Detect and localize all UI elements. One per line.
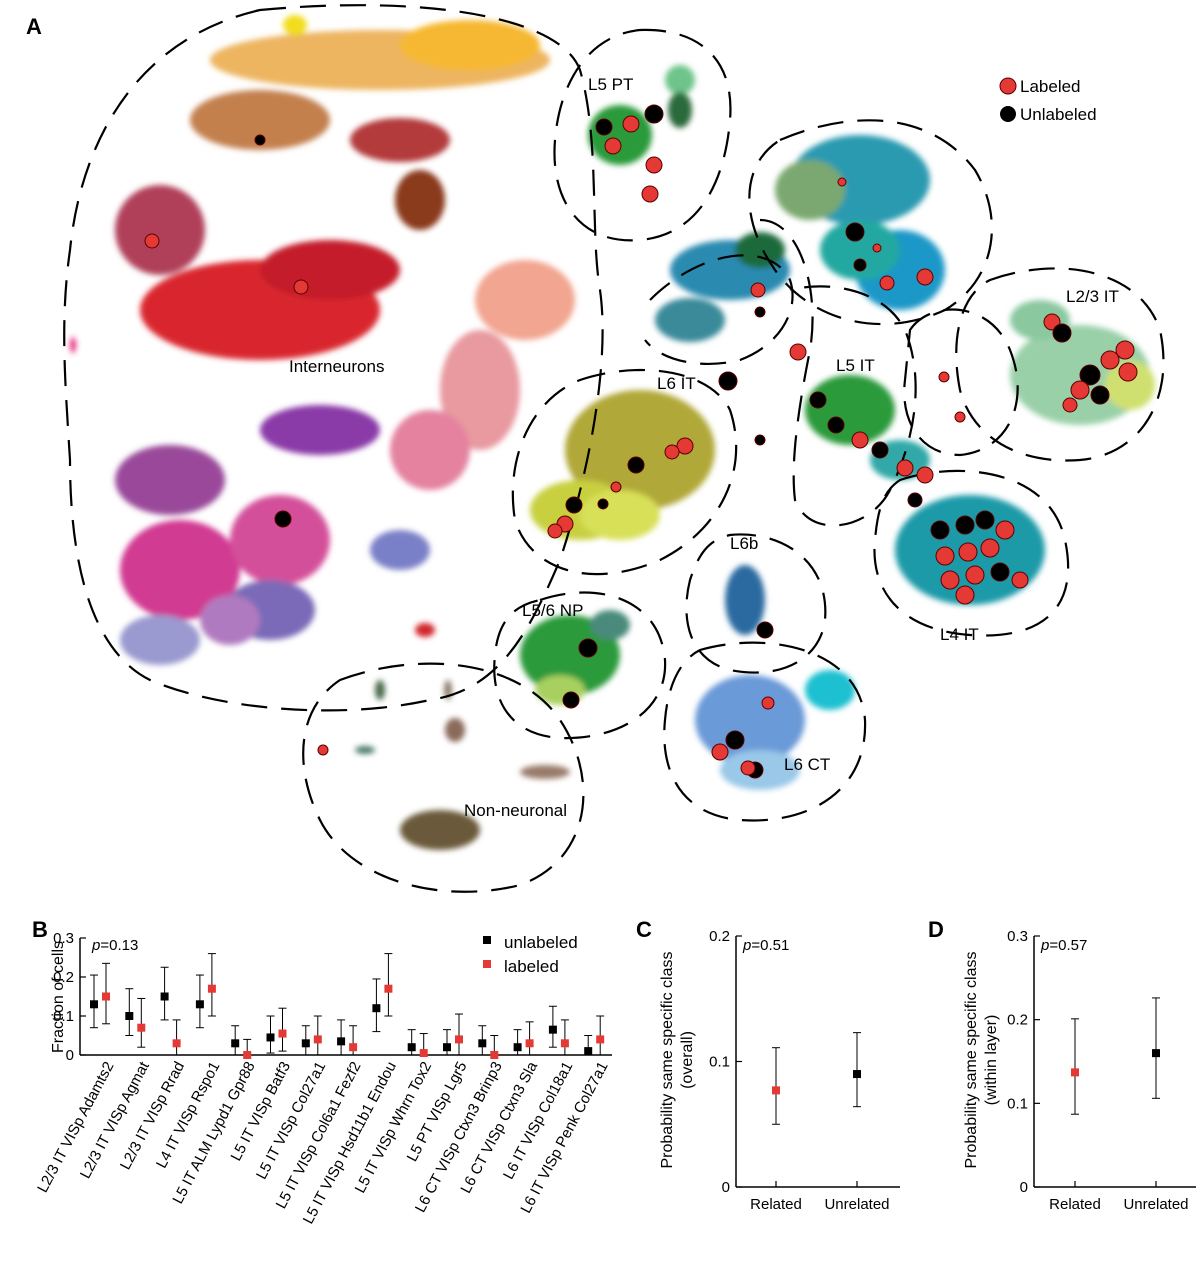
- panel-d-ylabel: Probability same specific class (within …: [963, 952, 1000, 1169]
- panel-d-ytick-label: 0.1: [1007, 1095, 1028, 1112]
- panel-b-labeled-point: [596, 1035, 605, 1044]
- panel-c-p-value: p=0.51: [742, 937, 789, 954]
- legend-label-labeled: Labeled: [1020, 77, 1081, 96]
- legend-marker-labeled: [999, 77, 1017, 95]
- panel-b-unlabeled-point: [407, 1043, 416, 1052]
- panel-d-axes: 0 0.1 0.2 0.3 Related Unrelated: [1007, 928, 1196, 1213]
- panel-b-labeled-point: [313, 1035, 322, 1044]
- panel-b-unlabeled-point: [90, 1000, 98, 1009]
- panel-d-xtick-label: Related: [1049, 1196, 1101, 1213]
- panel-c-ytick-label: 0.1: [709, 1054, 730, 1071]
- panel-c-unrelated-point: [853, 1070, 861, 1079]
- legend-marker-labeled-b: [483, 960, 491, 968]
- panel-b-unlabeled-point: [301, 1039, 310, 1048]
- panel-b-letter: B: [32, 917, 48, 942]
- panel-b-labeled-point: [349, 1043, 358, 1052]
- panel-d-ytick-label: 0.3: [1007, 928, 1028, 945]
- panel-b-labeled-point: [560, 1039, 569, 1048]
- panel-b-axes: 0 0.1 0.2 0.3: [53, 930, 612, 1064]
- panel-b-unlabeled-point: [372, 1004, 381, 1013]
- panel-a-legend: Labeled Unlabeled: [999, 77, 1097, 124]
- panel-c-marks: Related Unrelated: [750, 1032, 890, 1213]
- cluster-label-l6b: L6b: [730, 534, 758, 553]
- panel-b-unlabeled-point: [443, 1043, 451, 1052]
- panel-d-related-point: [1071, 1068, 1079, 1077]
- cluster-label-l6-ct: L6 CT: [784, 755, 830, 774]
- cluster-outlines: [63, 4, 1165, 893]
- cluster-label-non-neuronal: Non-neuronal: [464, 801, 567, 820]
- cluster-label-l56-np: L5/6 NP: [522, 601, 583, 620]
- panel-b: B 0 0.1 0.2 0.3 Fraction of cells p=0.13 un…: [32, 917, 612, 1227]
- panel-c-xtick-label: Related: [750, 1196, 802, 1213]
- panel-b-labeled-point: [243, 1051, 252, 1059]
- panel-d-ylabel-line1: Probability same specific class: [963, 952, 980, 1169]
- panel-d: D 0 0.1 0.2 0.3 Related Unrelated p=0.57 Prob…: [928, 917, 1196, 1213]
- panel-b-labeled-point: [419, 1049, 428, 1058]
- legend-label-unlabeled-b: unlabeled: [504, 933, 578, 952]
- panel-c-letter: C: [636, 917, 652, 942]
- legend-label-unlabeled: Unlabeled: [1020, 105, 1097, 124]
- panel-d-ylabel-line2: (within layer): [983, 1015, 1000, 1106]
- legend-marker-unlabeled-b: [483, 936, 491, 944]
- panel-c: C 0 0.1 0.2 p=0.51 Probability same specif…: [636, 917, 900, 1213]
- panel-d-ytick-label: 0.2: [1007, 1012, 1028, 1029]
- panel-a: A: [26, 4, 1165, 893]
- panel-c-ylabel-line1: Probability same specific class: [659, 952, 676, 1169]
- legend-label-labeled-b: labeled: [504, 957, 559, 976]
- panel-b-p-value: p=0.13: [91, 937, 138, 954]
- panel-b-unlabeled-point: [195, 1000, 204, 1009]
- panel-b-labeled-point: [102, 992, 110, 1001]
- panel-b-labeled-point: [278, 1029, 287, 1038]
- panel-b-unlabeled-point: [337, 1037, 346, 1046]
- panel-b-unlabeled-point: [266, 1033, 275, 1042]
- panel-b-labeled-point: [455, 1035, 463, 1044]
- panel-c-ylabel: Probability same specific class (overall…: [659, 952, 696, 1169]
- cluster-labels: Interneurons L5 PT L6 IT L5 IT L2/3 IT L…: [289, 75, 1119, 820]
- panel-b-ytick-label: 0: [66, 1047, 74, 1064]
- panel-b-labeled-point: [172, 1039, 181, 1048]
- panel-b-unlabeled-point: [478, 1039, 487, 1048]
- panel-b-unlabeled-point: [584, 1047, 593, 1056]
- cluster-label-l5-it: L5 IT: [836, 356, 875, 375]
- panel-b-unlabeled-point: [160, 992, 169, 1001]
- cluster-label-interneurons: Interneurons: [289, 357, 384, 376]
- panel-b-unlabeled-point: [513, 1043, 522, 1052]
- cluster-label-l23-it: L2/3 IT: [1066, 287, 1119, 306]
- panel-b-labeled-point: [490, 1051, 499, 1059]
- panel-d-unrelated-point: [1152, 1049, 1160, 1058]
- panel-c-ytick-label: 0: [722, 1179, 730, 1196]
- panel-c-ylabel-line2: (overall): [679, 1031, 696, 1089]
- panel-d-letter: D: [928, 917, 944, 942]
- legend-marker-unlabeled: [1000, 106, 1016, 122]
- cluster-label-l4-it: L4 IT: [940, 625, 979, 644]
- panel-b-labeled-point: [384, 984, 393, 993]
- panel-b-labeled-point: [525, 1039, 534, 1048]
- panel-b-legend: unlabeled labeled: [483, 933, 578, 976]
- panel-b-ytick-label: 0.1: [53, 1008, 74, 1025]
- panel-b-unlabeled-point: [125, 1012, 134, 1020]
- panel-d-ytick-label: 0: [1020, 1179, 1028, 1196]
- panel-d-xtick-label: Unrelated: [1123, 1196, 1188, 1213]
- panel-b-labeled-point: [137, 1023, 146, 1032]
- cluster-label-l6-it: L6 IT: [657, 374, 696, 393]
- panel-c-xtick-label: Unrelated: [824, 1196, 889, 1213]
- panel-d-p-value: p=0.57: [1040, 937, 1087, 954]
- panel-c-ytick-label: 0.2: [709, 928, 730, 945]
- panel-b-ylabel: Fraction of cells: [50, 941, 67, 1053]
- cell-markers: [144, 104, 1138, 779]
- panel-b-unlabeled-point: [231, 1039, 240, 1048]
- panel-b-labeled-point: [207, 984, 216, 993]
- panel-b-ytick-label: 0.3: [53, 930, 74, 947]
- panel-c-related-point: [772, 1086, 780, 1095]
- panel-c-axes: 0 0.1 0.2: [709, 928, 900, 1196]
- cluster-label-l5-pt: L5 PT: [588, 75, 633, 94]
- panel-b-unlabeled-point: [548, 1025, 557, 1034]
- panel-a-letter: A: [26, 14, 42, 39]
- panel-b-ytick-label: 0.2: [53, 969, 74, 986]
